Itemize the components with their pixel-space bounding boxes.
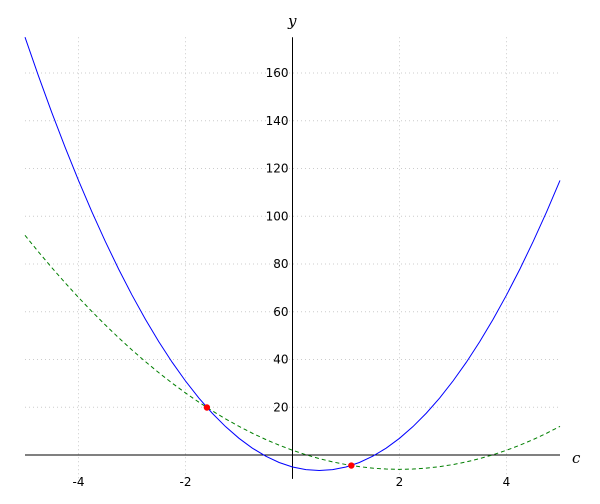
y-tick-label: 140 bbox=[266, 114, 289, 128]
x-tick-label: 2 bbox=[396, 475, 404, 489]
x-tick-label: -2 bbox=[180, 475, 192, 489]
y-tick-label: 60 bbox=[273, 305, 288, 319]
x-tick-label: 4 bbox=[503, 475, 511, 489]
y-tick-label: 20 bbox=[273, 400, 288, 414]
y-tick-label: 100 bbox=[266, 209, 289, 223]
x-tick-label: -4 bbox=[73, 475, 85, 489]
point bbox=[348, 462, 355, 469]
curve bbox=[24, 37, 561, 472]
y-tick-label: 120 bbox=[266, 162, 289, 176]
x-axis-label: c bbox=[572, 449, 581, 467]
y-tick-label: 40 bbox=[273, 353, 288, 367]
y-axis-label: y bbox=[287, 12, 297, 30]
curve bbox=[24, 235, 561, 470]
y-tick-label: 80 bbox=[273, 257, 288, 271]
y-tick-label: 160 bbox=[266, 66, 289, 80]
point bbox=[203, 404, 211, 411]
